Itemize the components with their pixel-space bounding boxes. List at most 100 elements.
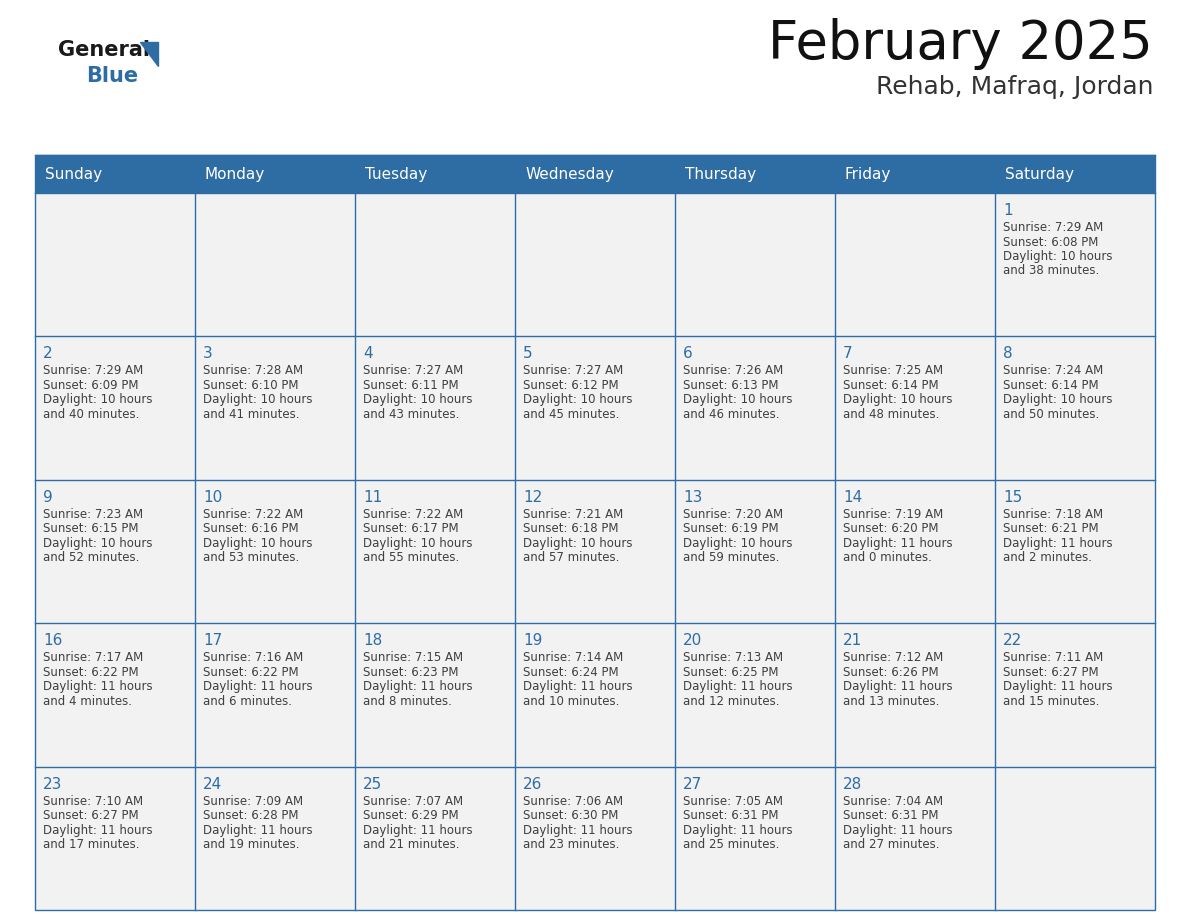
Text: Sunset: 6:23 PM: Sunset: 6:23 PM [364, 666, 459, 678]
Text: 4: 4 [364, 346, 373, 362]
Text: and 43 minutes.: and 43 minutes. [364, 408, 460, 420]
Polygon shape [140, 42, 158, 66]
Text: 14: 14 [843, 490, 862, 505]
Bar [355, 480, 516, 623]
Text: Daylight: 11 hours: Daylight: 11 hours [364, 680, 473, 693]
Text: Sunset: 6:22 PM: Sunset: 6:22 PM [203, 666, 298, 678]
Text: Daylight: 11 hours: Daylight: 11 hours [203, 680, 312, 693]
Text: Sunset: 6:31 PM: Sunset: 6:31 PM [843, 809, 939, 823]
Text: and 13 minutes.: and 13 minutes. [843, 695, 940, 708]
Bar [34, 480, 195, 623]
Text: Daylight: 10 hours: Daylight: 10 hours [43, 394, 152, 407]
Bar [34, 155, 1155, 193]
Text: and 38 minutes.: and 38 minutes. [1003, 264, 1099, 277]
Text: Sunrise: 7:11 AM: Sunrise: 7:11 AM [1003, 651, 1104, 665]
Bar [675, 767, 835, 910]
Text: Daylight: 10 hours: Daylight: 10 hours [683, 394, 792, 407]
Text: and 17 minutes.: and 17 minutes. [43, 838, 139, 851]
Text: Sunrise: 7:21 AM: Sunrise: 7:21 AM [523, 508, 624, 521]
Text: Sunset: 6:27 PM: Sunset: 6:27 PM [1003, 666, 1099, 678]
Text: 17: 17 [203, 633, 222, 648]
Text: and 46 minutes.: and 46 minutes. [683, 408, 779, 420]
Bar [996, 480, 1155, 623]
Bar [195, 623, 355, 767]
Text: and 48 minutes.: and 48 minutes. [843, 408, 940, 420]
Text: Sunrise: 7:07 AM: Sunrise: 7:07 AM [364, 795, 463, 808]
Text: Sunset: 6:20 PM: Sunset: 6:20 PM [843, 522, 939, 535]
Text: 8: 8 [1003, 346, 1012, 362]
Text: 28: 28 [843, 777, 862, 791]
Text: Sunrise: 7:20 AM: Sunrise: 7:20 AM [683, 508, 783, 521]
Text: Sunrise: 7:27 AM: Sunrise: 7:27 AM [523, 364, 624, 377]
Text: Sunrise: 7:16 AM: Sunrise: 7:16 AM [203, 651, 303, 665]
Text: Sunset: 6:21 PM: Sunset: 6:21 PM [1003, 522, 1099, 535]
Bar [835, 767, 996, 910]
Bar [835, 193, 996, 336]
Bar [195, 193, 355, 336]
Text: Sunset: 6:14 PM: Sunset: 6:14 PM [1003, 379, 1099, 392]
Text: 7: 7 [843, 346, 853, 362]
Text: 15: 15 [1003, 490, 1022, 505]
Text: Monday: Monday [206, 166, 265, 182]
Text: Sunrise: 7:22 AM: Sunrise: 7:22 AM [203, 508, 303, 521]
Bar [34, 155, 1155, 910]
Text: Daylight: 11 hours: Daylight: 11 hours [203, 823, 312, 836]
Text: Sunset: 6:16 PM: Sunset: 6:16 PM [203, 522, 298, 535]
Text: and 0 minutes.: and 0 minutes. [843, 552, 931, 565]
Text: Blue: Blue [86, 66, 138, 86]
Text: Sunrise: 7:15 AM: Sunrise: 7:15 AM [364, 651, 463, 665]
Text: Sunrise: 7:19 AM: Sunrise: 7:19 AM [843, 508, 943, 521]
Text: Daylight: 10 hours: Daylight: 10 hours [683, 537, 792, 550]
Text: Sunset: 6:26 PM: Sunset: 6:26 PM [843, 666, 939, 678]
Bar [34, 193, 195, 336]
Text: and 25 minutes.: and 25 minutes. [683, 838, 779, 851]
Text: 27: 27 [683, 777, 702, 791]
Text: Sunrise: 7:10 AM: Sunrise: 7:10 AM [43, 795, 143, 808]
Text: Sunset: 6:29 PM: Sunset: 6:29 PM [364, 809, 459, 823]
Text: and 55 minutes.: and 55 minutes. [364, 552, 460, 565]
Bar [195, 767, 355, 910]
Text: Rehab, Mafraq, Jordan: Rehab, Mafraq, Jordan [876, 75, 1154, 99]
Bar [516, 480, 675, 623]
Text: Sunset: 6:11 PM: Sunset: 6:11 PM [364, 379, 459, 392]
Text: Sunset: 6:15 PM: Sunset: 6:15 PM [43, 522, 139, 535]
Text: Sunrise: 7:23 AM: Sunrise: 7:23 AM [43, 508, 143, 521]
Text: 25: 25 [364, 777, 383, 791]
Text: Sunset: 6:24 PM: Sunset: 6:24 PM [523, 666, 619, 678]
Text: and 4 minutes.: and 4 minutes. [43, 695, 132, 708]
Text: 2: 2 [43, 346, 52, 362]
Text: Daylight: 11 hours: Daylight: 11 hours [523, 823, 633, 836]
Text: 18: 18 [364, 633, 383, 648]
Text: Daylight: 10 hours: Daylight: 10 hours [1003, 250, 1112, 263]
Bar [34, 767, 195, 910]
Text: Sunrise: 7:05 AM: Sunrise: 7:05 AM [683, 795, 783, 808]
Text: Sunrise: 7:27 AM: Sunrise: 7:27 AM [364, 364, 463, 377]
Text: 26: 26 [523, 777, 543, 791]
Text: and 59 minutes.: and 59 minutes. [683, 552, 779, 565]
Bar [996, 767, 1155, 910]
Text: Daylight: 11 hours: Daylight: 11 hours [843, 823, 953, 836]
Text: Sunset: 6:17 PM: Sunset: 6:17 PM [364, 522, 459, 535]
Text: Sunset: 6:31 PM: Sunset: 6:31 PM [683, 809, 778, 823]
Text: Sunrise: 7:26 AM: Sunrise: 7:26 AM [683, 364, 783, 377]
Text: and 19 minutes.: and 19 minutes. [203, 838, 299, 851]
Text: Tuesday: Tuesday [365, 166, 428, 182]
Text: Daylight: 11 hours: Daylight: 11 hours [1003, 537, 1113, 550]
Text: Friday: Friday [845, 166, 891, 182]
Text: Sunset: 6:13 PM: Sunset: 6:13 PM [683, 379, 778, 392]
Bar [355, 623, 516, 767]
Text: Sunrise: 7:12 AM: Sunrise: 7:12 AM [843, 651, 943, 665]
Text: Sunrise: 7:29 AM: Sunrise: 7:29 AM [43, 364, 144, 377]
Text: Daylight: 11 hours: Daylight: 11 hours [843, 680, 953, 693]
Text: and 8 minutes.: and 8 minutes. [364, 695, 451, 708]
Text: Sunset: 6:25 PM: Sunset: 6:25 PM [683, 666, 778, 678]
Text: 24: 24 [203, 777, 222, 791]
Text: 20: 20 [683, 633, 702, 648]
Text: Sunset: 6:08 PM: Sunset: 6:08 PM [1003, 236, 1099, 249]
Text: Sunrise: 7:29 AM: Sunrise: 7:29 AM [1003, 221, 1104, 234]
Text: 23: 23 [43, 777, 63, 791]
Text: Daylight: 10 hours: Daylight: 10 hours [364, 394, 473, 407]
Text: Daylight: 11 hours: Daylight: 11 hours [523, 680, 633, 693]
Text: Daylight: 10 hours: Daylight: 10 hours [203, 537, 312, 550]
Bar [835, 623, 996, 767]
